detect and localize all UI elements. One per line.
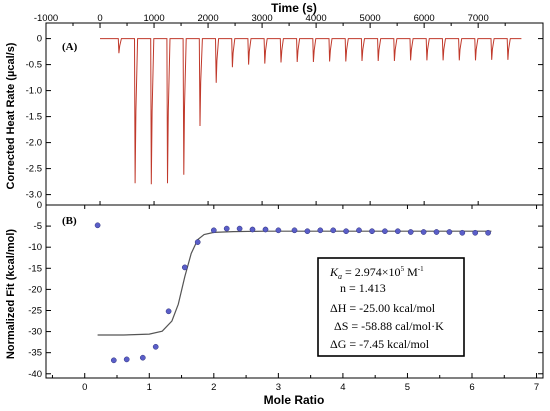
panel-b-y-tick-label: -35 xyxy=(28,348,42,359)
panel-b-x-tick-label: 6 xyxy=(469,382,474,393)
panel-a-x-tick-label: 2000 xyxy=(197,13,218,24)
panel-b-y-axis-title: Normalized Fit (kcal/mol) xyxy=(5,229,17,360)
panel-b-x-tick-label: 7 xyxy=(534,382,539,393)
data-point xyxy=(181,264,188,271)
panel-b-frame xyxy=(45,204,544,379)
panel-b-x-ticks: 0 1 2 3 4 5 6 7 xyxy=(51,205,539,393)
data-point xyxy=(236,225,243,232)
stat-ka-subscript: a xyxy=(338,272,342,281)
panel-a: Time (s) (A) Corrected Heat Rate (µcal/s… xyxy=(5,1,544,206)
panel-a-y-tick-label: -2.5 xyxy=(26,164,42,175)
stat-ds: ΔS = -58.88 cal/mol·K xyxy=(334,319,444,333)
data-point xyxy=(165,308,172,315)
data-point xyxy=(446,229,453,235)
data-point xyxy=(459,229,466,236)
stat-ka-unit: M xyxy=(404,265,418,279)
panel-b-y-tick-label: -25 xyxy=(28,305,42,316)
panel-b-x-tick-label: 4 xyxy=(340,382,345,393)
heat-rate-trace xyxy=(100,38,522,185)
panel-a-y-tick-label: -0.5 xyxy=(26,60,42,71)
data-point xyxy=(275,227,282,234)
data-point xyxy=(110,357,117,364)
data-point xyxy=(194,239,201,245)
data-point xyxy=(291,227,298,234)
data-point xyxy=(356,227,362,234)
panel-b-y-tick-label: -5 xyxy=(34,221,42,232)
panel-b-points xyxy=(94,222,491,364)
panel-a-frame xyxy=(45,22,544,206)
data-point xyxy=(210,227,217,234)
panel-b-y-tick-label: -15 xyxy=(28,263,42,274)
panel-a-trace xyxy=(100,38,522,185)
data-point xyxy=(382,228,388,235)
data-point xyxy=(317,227,324,234)
panel-a-y-tick-label: -2.0 xyxy=(26,138,42,149)
data-point xyxy=(433,229,440,235)
panel-b-y-tick-label: -40 xyxy=(28,369,42,380)
data-point xyxy=(304,228,311,235)
panel-a-y-axis-title: Corrected Heat Rate (µcal/s) xyxy=(5,42,17,189)
data-point xyxy=(485,229,491,236)
fit-parameters-frame xyxy=(317,257,465,357)
panel-b-label: (B) xyxy=(62,215,77,227)
panel-b-y-tick-label: -30 xyxy=(28,327,42,338)
panel-b-y-tick-label: -20 xyxy=(28,284,42,295)
panel-a-x-tick-label: 5000 xyxy=(360,13,381,24)
stat-dg: ΔG = -7.45 kcal/mol xyxy=(330,337,430,351)
data-point xyxy=(343,228,349,235)
stat-ka-value: = 2.974×10 xyxy=(342,265,401,279)
data-point xyxy=(369,228,375,235)
data-point xyxy=(420,229,427,235)
panel-b-x-tick-label: 0 xyxy=(82,382,87,393)
panel-b: (B) Normalized Fit (kcal/mol) Mole Ratio… xyxy=(5,200,544,407)
panel-a-x-tick-label: 0 xyxy=(97,13,102,24)
stat-ka-symbol: K xyxy=(329,265,339,279)
panel-a-y-tick-label: -1.0 xyxy=(26,86,42,97)
panel-a-y-tick-label: 0 xyxy=(37,34,42,45)
data-point xyxy=(472,229,479,236)
panel-a-label: (A) xyxy=(62,41,78,53)
data-point xyxy=(139,354,146,361)
panel-a-top-axis-title: Time (s) xyxy=(271,1,317,15)
panel-a-y-tick-label: -1.5 xyxy=(26,112,42,123)
panel-a-x-tick-label: 6000 xyxy=(414,13,435,24)
data-point xyxy=(223,225,230,232)
panel-b-x-tick-label: 5 xyxy=(405,382,410,393)
data-point xyxy=(330,227,337,234)
panel-a-y-ticks: 0 -0.5 -1.0 -1.5 -2.0 -2.5 -3.0 xyxy=(26,34,543,201)
data-point xyxy=(407,229,414,235)
stat-ka: Ka = 2.974×105 M-1 xyxy=(329,265,424,281)
stat-ka-unit-exponent: -1 xyxy=(418,265,424,273)
panel-b-x-axis-title: Mole Ratio xyxy=(264,393,325,407)
data-point xyxy=(249,226,256,233)
data-point xyxy=(262,226,269,233)
data-point xyxy=(394,228,401,235)
panel-a-x-tick-label: 1000 xyxy=(143,13,164,24)
panel-a-x-tick-label: 4000 xyxy=(306,13,327,24)
stat-dh: ΔH = -25.00 kcal/mol xyxy=(330,301,436,315)
data-point xyxy=(152,343,159,350)
panel-b-y-tick-label: -10 xyxy=(28,242,42,253)
data-point xyxy=(123,356,130,363)
panel-b-x-tick-label: 3 xyxy=(276,382,281,393)
fit-parameters-box: Ka = 2.974×105 M-1 n = 1.413 ΔH = -25.00… xyxy=(317,257,465,357)
panel-b-y-ticks: 0-5-10-15-20-25-30-35-40 xyxy=(28,200,543,380)
panel-a-x-tick-label: 7000 xyxy=(468,13,489,24)
panel-a-x-tick-label: -1000 xyxy=(34,13,58,24)
data-point xyxy=(94,222,101,229)
stat-ka-exponent: 5 xyxy=(401,265,405,273)
stat-n: n = 1.413 xyxy=(340,281,386,295)
panel-a-x-tick-label: 3000 xyxy=(252,13,273,24)
panel-b-y-tick-label: 0 xyxy=(37,200,42,211)
panel-a-x-ticks: -1000 0 1000 2000 3000 4000 5000 6000 7000 xyxy=(34,13,506,205)
panel-b-x-tick-label: 2 xyxy=(211,382,216,393)
panel-a-y-tick-label: -3.0 xyxy=(26,190,42,201)
panel-b-x-tick-label: 1 xyxy=(147,382,152,393)
